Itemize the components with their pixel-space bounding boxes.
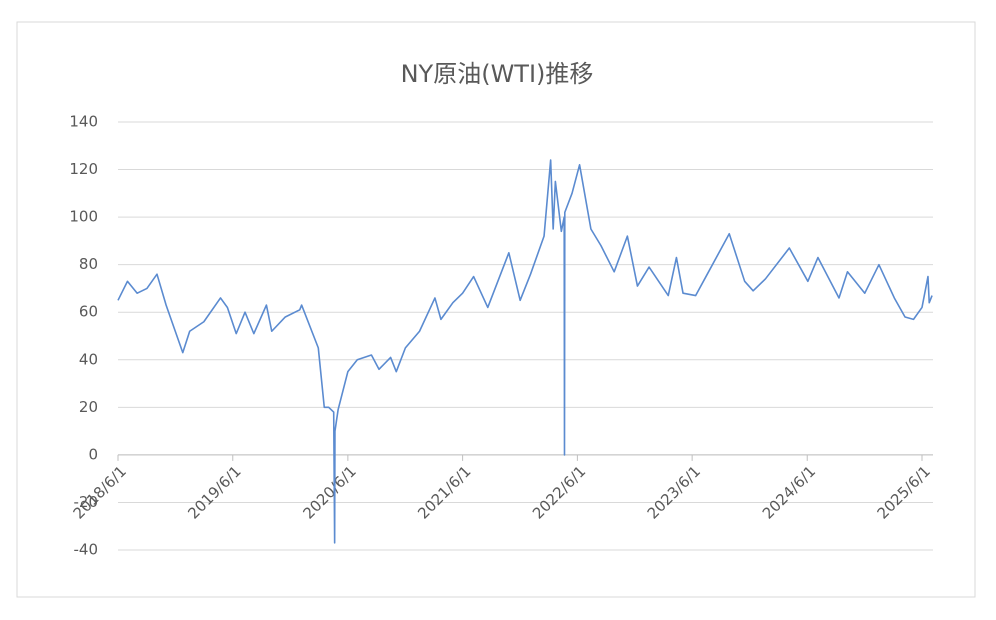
y-tick-label: 40 [79,350,98,368]
y-tick-label: -20 [74,493,99,511]
y-tick-label: 60 [79,303,98,321]
chart-frame [16,21,976,598]
y-tick-label: 80 [79,255,98,273]
price-line [117,159,933,544]
chart-title: NY原油(WTI)推移 [401,60,594,88]
y-tick-label: 100 [69,208,98,226]
y-tick-label: 20 [79,398,98,416]
y-tick-label: 0 [88,445,98,463]
y-tick-label: -40 [74,541,99,559]
y-tick-label: 140 [69,113,98,131]
y-tick-label: 120 [69,160,98,178]
